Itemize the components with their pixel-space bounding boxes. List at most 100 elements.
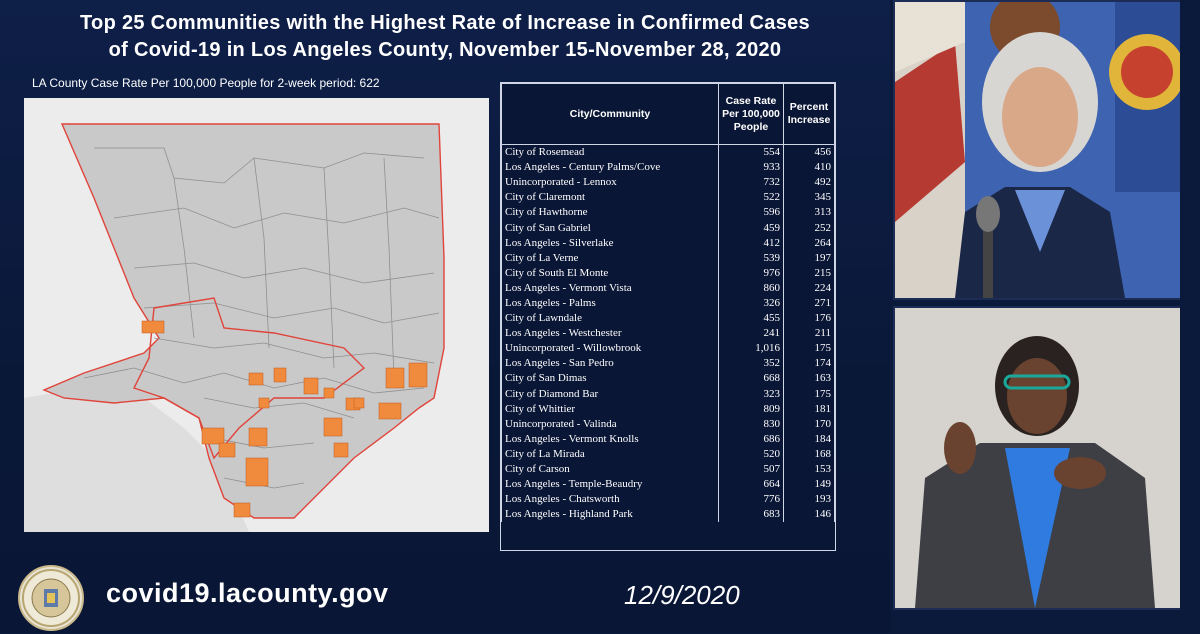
header-community: City/Community	[501, 83, 719, 145]
table-row: Unincorporated - Lennox 732 492	[501, 175, 835, 191]
row-percent-increase: 193	[783, 492, 835, 508]
row-percent-increase: 175	[783, 341, 835, 357]
county-map-graphic	[24, 98, 489, 532]
row-community: Los Angeles - Silverlake	[501, 235, 719, 251]
row-percent-increase: 175	[783, 386, 835, 402]
row-community: Unincorporated - Valinda	[501, 416, 719, 432]
row-percent-increase: 345	[783, 190, 835, 206]
row-percent-increase: 163	[783, 371, 835, 387]
table-header-row: City/Community Case Rate Per 100,000 Peo…	[501, 83, 835, 145]
table-row: Los Angeles - Chatsworth 776 193	[501, 492, 835, 508]
row-percent-increase: 174	[783, 356, 835, 372]
slide-title-line1: Top 25 Communities with the Highest Rate…	[80, 12, 810, 34]
row-case-rate: 539	[718, 250, 784, 266]
row-community: City of Diamond Bar	[501, 386, 719, 402]
sign-language-interpreter-video-feed	[893, 306, 1182, 610]
row-community: Los Angeles - Century Palms/Cove	[501, 160, 719, 176]
row-case-rate: 522	[718, 190, 784, 206]
county-map	[24, 98, 489, 532]
table-body: City of Rosemead 554 456 Los Angeles - Cen…	[501, 144, 835, 523]
row-case-rate: 686	[718, 431, 784, 447]
row-community: Los Angeles - Chatsworth	[501, 492, 719, 508]
row-percent-increase: 456	[783, 144, 835, 161]
footer-url: covid19.lacounty.gov	[106, 578, 389, 608]
row-community: City of Whittier	[501, 401, 719, 417]
row-case-rate: 776	[718, 492, 784, 508]
row-community: City of South El Monte	[501, 265, 719, 281]
row-percent-increase: 197	[783, 250, 835, 266]
table-row: Los Angeles - Vermont Knolls 686 184	[501, 431, 835, 447]
speaker-video-image	[895, 2, 1180, 298]
row-percent-increase: 184	[783, 431, 835, 447]
row-community: Los Angeles - San Pedro	[501, 356, 719, 372]
row-case-rate: 455	[718, 311, 784, 327]
row-case-rate: 1,016	[718, 341, 784, 357]
row-community: City of Claremont	[501, 190, 719, 206]
table-row: Los Angeles - Palms 326 271	[501, 295, 835, 312]
row-case-rate: 554	[718, 144, 784, 161]
row-case-rate: 860	[718, 280, 784, 296]
row-case-rate: 809	[718, 401, 784, 417]
row-percent-increase: 410	[783, 160, 835, 176]
header-percent-increase: Percent Increase	[783, 83, 835, 145]
table-row: Unincorporated - Valinda 830 170	[501, 416, 835, 432]
row-community: City of La Mirada	[501, 446, 719, 462]
table-row: City of Whittier 809 181	[501, 401, 835, 417]
county-seal-logo	[18, 565, 84, 631]
row-case-rate: 352	[718, 356, 784, 372]
communities-table: City/Community Case Rate Per 100,000 Peo…	[500, 82, 836, 551]
row-case-rate: 507	[718, 461, 784, 478]
row-percent-increase: 181	[783, 401, 835, 417]
table-row: City of La Verne 539 197	[501, 250, 835, 266]
table-row: Los Angeles - Temple-Beaudry 664 149	[501, 477, 835, 493]
row-community: Los Angeles - Vermont Vista	[501, 280, 719, 296]
row-community: City of Lawndale	[501, 311, 719, 327]
row-case-rate: 326	[718, 295, 784, 312]
row-percent-increase: 146	[783, 507, 835, 523]
row-case-rate: 683	[718, 507, 784, 523]
table-row: City of San Gabriel 459 252	[501, 220, 835, 236]
row-case-rate: 668	[718, 371, 784, 387]
row-case-rate: 732	[718, 175, 784, 191]
row-case-rate: 596	[718, 205, 784, 221]
slide-title: Top 25 Communities with the Highest Rate…	[10, 10, 880, 64]
row-percent-increase: 153	[783, 461, 835, 478]
table-row: City of Carson 507 153	[501, 461, 835, 478]
row-community: City of Hawthorne	[501, 205, 719, 221]
table-row: City of La Mirada 520 168	[501, 446, 835, 462]
slide: Top 25 Communities with the Highest Rate…	[0, 0, 890, 633]
row-percent-increase: 176	[783, 311, 835, 327]
county-rate-note: LA County Case Rate Per 100,000 People f…	[32, 76, 380, 90]
table-row: City of Diamond Bar 323 175	[501, 386, 835, 402]
table-row: City of Hawthorne 596 313	[501, 205, 835, 221]
row-percent-increase: 215	[783, 265, 835, 281]
table-row: City of South El Monte 976 215	[501, 265, 835, 281]
row-percent-increase: 168	[783, 446, 835, 462]
table-row: Los Angeles - San Pedro 352 174	[501, 356, 835, 372]
row-case-rate: 664	[718, 477, 784, 493]
header-case-rate: Case Rate Per 100,000 People	[718, 83, 784, 145]
row-case-rate: 323	[718, 386, 784, 402]
table-row: Los Angeles - Silverlake 412 264	[501, 235, 835, 251]
table-row: Los Angeles - Highland Park 683 146	[501, 507, 835, 523]
row-community: Los Angeles - Palms	[501, 295, 719, 312]
row-community: Los Angeles - Vermont Knolls	[501, 431, 719, 447]
row-case-rate: 976	[718, 265, 784, 281]
county-seal-icon	[22, 569, 80, 627]
row-percent-increase: 170	[783, 416, 835, 432]
row-case-rate: 520	[718, 446, 784, 462]
table-row: City of Lawndale 455 176	[501, 311, 835, 327]
row-percent-increase: 211	[783, 326, 835, 342]
row-community: City of Carson	[501, 461, 719, 478]
right-edge-strip	[1180, 0, 1200, 633]
row-percent-increase: 271	[783, 295, 835, 312]
slide-title-line2: of Covid-19 in Los Angeles County, Novem…	[108, 39, 782, 61]
table-row: City of San Dimas 668 163	[501, 371, 835, 387]
table-row: Unincorporated - Willowbrook 1,016 175	[501, 341, 835, 357]
row-community: City of La Verne	[501, 250, 719, 266]
row-percent-increase: 264	[783, 235, 835, 251]
table-row: Los Angeles - Westchester 241 211	[501, 326, 835, 342]
row-case-rate: 933	[718, 160, 784, 176]
row-percent-increase: 313	[783, 205, 835, 221]
row-percent-increase: 149	[783, 477, 835, 493]
